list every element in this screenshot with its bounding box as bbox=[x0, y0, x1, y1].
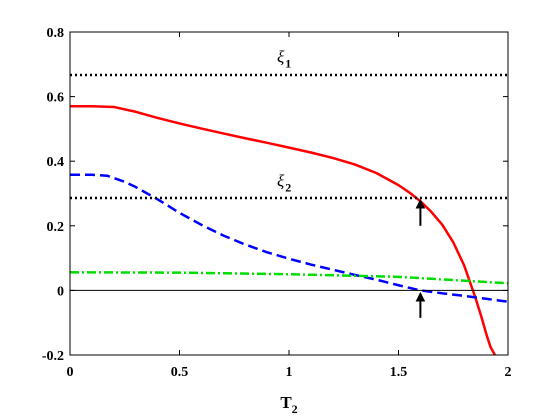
series-layer bbox=[70, 73, 508, 355]
y-tick-label-0: -0.2 bbox=[42, 349, 64, 364]
arrow-layer bbox=[415, 198, 426, 318]
y-tick-label-5: 0.8 bbox=[47, 26, 65, 41]
series-line-3 bbox=[70, 271, 508, 285]
y-tick-label-4: 0.6 bbox=[47, 91, 65, 106]
x-axis-label-main: T bbox=[280, 393, 292, 412]
x-tick-label-4: 2 bbox=[505, 365, 512, 380]
series-line-1 bbox=[70, 105, 496, 355]
series-line-2 bbox=[70, 173, 508, 303]
x-tick-label-0: 0 bbox=[67, 365, 74, 380]
x-tick-label-3: 1.5 bbox=[390, 365, 408, 380]
x-axis-label-sub: 2 bbox=[292, 402, 298, 416]
annotation-2: ξ2 bbox=[277, 171, 291, 194]
tick-layer: 0 0.5 1 1.5 2-0.200.20.40.60.8 bbox=[42, 26, 512, 380]
plot-area bbox=[70, 32, 508, 355]
x-axis-label: T2 bbox=[280, 393, 297, 416]
y-tick-label-1: 0 bbox=[57, 284, 64, 299]
arrow-1 bbox=[415, 198, 426, 226]
x-tick-label-1: 0.5 bbox=[171, 365, 189, 380]
annotation-layer: ξ1 ξ2 bbox=[277, 48, 291, 195]
annotation-1: ξ1 bbox=[277, 48, 291, 71]
x-tick-label-2: 1 bbox=[286, 365, 293, 380]
y-tick-label-2: 0.2 bbox=[47, 220, 65, 235]
y-tick-label-3: 0.4 bbox=[47, 155, 65, 170]
arrow-2 bbox=[415, 291, 426, 318]
